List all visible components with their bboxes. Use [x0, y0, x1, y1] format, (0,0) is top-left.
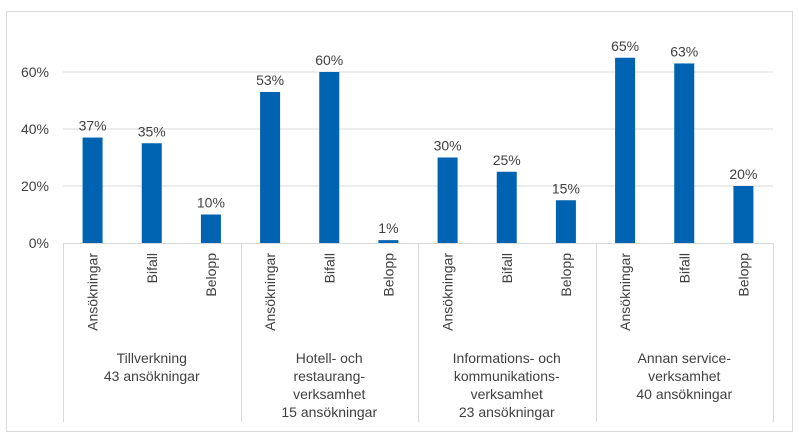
group-label: 15 ansökningar — [281, 404, 377, 420]
group-label: 23 ansökningar — [459, 404, 555, 420]
data-label: 53% — [256, 72, 284, 88]
data-label: 35% — [138, 123, 166, 139]
chart-border — [6, 11, 793, 432]
data-label: 37% — [79, 118, 107, 134]
data-label: 1% — [378, 220, 398, 236]
bar — [674, 63, 695, 244]
category-label: Ansökningar — [262, 253, 278, 331]
data-label: 10% — [197, 195, 225, 211]
data-label: 15% — [552, 180, 580, 196]
group-label: 43 ansökningar — [104, 368, 200, 384]
bar — [319, 72, 340, 243]
category-label: Ansökningar — [617, 253, 633, 331]
category-label: Ansökningar — [85, 253, 101, 331]
bar — [82, 137, 103, 243]
group-label: Annan service- — [638, 350, 732, 366]
y-tick-label: 0% — [29, 235, 49, 251]
y-tick-label: 20% — [21, 178, 49, 194]
category-label: Ansökningar — [440, 253, 456, 331]
bar — [378, 240, 399, 243]
bar — [496, 171, 517, 243]
category-label: Bifall — [499, 253, 515, 283]
category-label: Belopp — [380, 253, 396, 297]
group-label: Hotell- och — [296, 350, 363, 366]
group-label: 40 ansökningar — [636, 386, 732, 402]
data-label: 25% — [493, 152, 521, 168]
group-label: Informations- och — [453, 350, 561, 366]
category-label: Bifall — [144, 253, 160, 283]
group-label: verksamhet — [648, 368, 720, 384]
y-tick-label: 60% — [21, 64, 49, 80]
group-label: kommunikations- — [454, 368, 560, 384]
category-label: Bifall — [676, 253, 692, 283]
bar — [437, 157, 458, 243]
data-label: 63% — [670, 43, 698, 59]
bar — [200, 214, 221, 243]
category-label: Belopp — [735, 253, 751, 297]
group-label: Tillverkning — [117, 350, 187, 366]
group-label: verksamhet — [293, 386, 365, 402]
data-label: 60% — [315, 52, 343, 68]
data-label: 30% — [434, 138, 462, 154]
bar — [555, 200, 576, 243]
y-tick-label: 40% — [21, 121, 49, 137]
bar — [260, 91, 281, 243]
data-label: 65% — [611, 38, 639, 54]
group-label: verksamhet — [471, 386, 543, 402]
category-label: Belopp — [203, 253, 219, 297]
bar — [141, 143, 162, 243]
category-label: Belopp — [558, 253, 574, 297]
group-label: restaurang- — [293, 368, 365, 384]
bar — [733, 186, 754, 243]
data-label: 20% — [729, 166, 757, 182]
category-label: Bifall — [321, 253, 337, 283]
bar — [615, 57, 636, 243]
